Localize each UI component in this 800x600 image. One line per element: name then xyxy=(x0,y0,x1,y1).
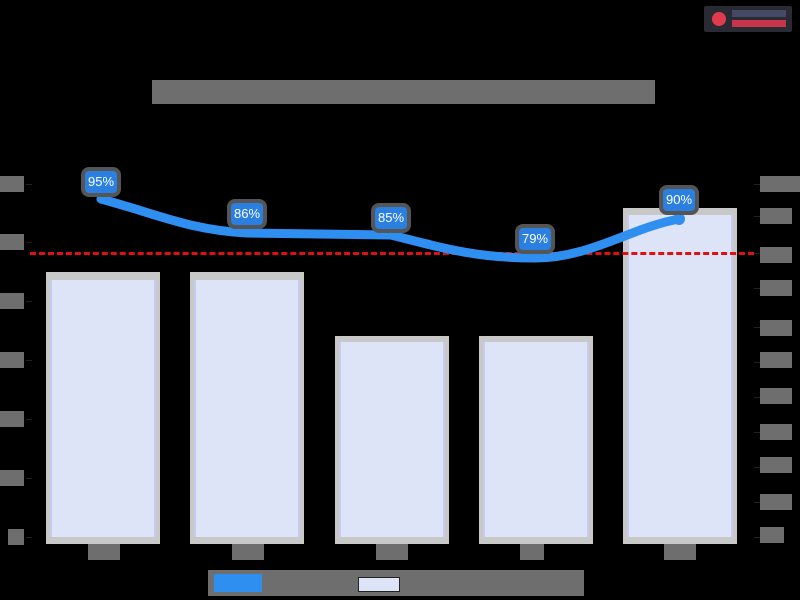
axis-tick xyxy=(754,467,760,468)
right-axis-tick-label: ██ xyxy=(760,527,784,543)
data-label: 86% xyxy=(231,203,263,225)
right-axis-tick-label: ███ xyxy=(760,352,792,368)
axis-tick xyxy=(26,478,32,479)
axis-tick xyxy=(754,432,760,433)
reference-line xyxy=(30,252,754,255)
axis-tick xyxy=(26,301,32,302)
data-label: 90% xyxy=(663,189,695,211)
bar-4[interactable] xyxy=(483,342,589,537)
axis-tick xyxy=(26,537,32,538)
axis-tick xyxy=(754,288,760,289)
left-axis-tick-label: ██ xyxy=(0,411,24,427)
axis-tick xyxy=(26,419,32,420)
legend-line-swatch[interactable] xyxy=(214,574,262,592)
axis-tick xyxy=(754,327,760,328)
right-axis-tick-label: ███ xyxy=(760,280,792,296)
left-axis-tick-label: ██ xyxy=(0,176,24,192)
right-axis-tick-label: ███ xyxy=(760,388,792,404)
right-axis-tick-label: ███ xyxy=(760,494,792,510)
logo-icon xyxy=(712,12,726,26)
axis-tick xyxy=(754,502,760,503)
right-axis-tick-label: ███ xyxy=(760,424,792,440)
legend-bar-swatch[interactable] xyxy=(358,577,400,592)
chart-title: ████████████████████████████████ xyxy=(152,80,655,104)
right-axis-tick-label: ███ xyxy=(760,457,792,473)
axis-tick xyxy=(26,360,32,361)
legend-line-label[interactable]: ████████ xyxy=(264,577,354,591)
bar-1[interactable] xyxy=(50,280,156,537)
data-label: 85% xyxy=(375,207,407,229)
left-axis-tick-label: ██ xyxy=(0,293,24,309)
right-axis-tick-label: ███ xyxy=(760,208,792,224)
axis-tick xyxy=(754,253,760,254)
bar-3[interactable] xyxy=(339,342,445,537)
logo-text-bottom: ████ EXPLORER xyxy=(732,20,786,27)
x-axis-label: ████ xyxy=(232,544,264,560)
left-axis-tick-label: ██ xyxy=(0,352,24,368)
left-axis-tick-label: █ xyxy=(8,529,24,545)
x-axis-label: ████ xyxy=(520,544,544,560)
axis-tick xyxy=(754,216,760,217)
bar-5[interactable] xyxy=(627,215,733,537)
brand-logo: ████ EXPLORER xyxy=(704,6,792,32)
bar-2[interactable] xyxy=(194,280,300,537)
logo-text-top xyxy=(732,10,786,17)
left-axis-tick-label: ██ xyxy=(0,234,24,250)
right-axis-tick-label: ███ xyxy=(760,247,792,263)
axis-tick xyxy=(26,242,32,243)
left-axis-tick-label: ██ xyxy=(0,470,24,486)
data-label: 79% xyxy=(519,228,551,250)
axis-tick xyxy=(754,184,760,185)
x-axis-label: ████ xyxy=(376,544,408,560)
x-axis-label: ████ xyxy=(664,544,696,560)
axis-tick xyxy=(754,397,760,398)
axis-tick xyxy=(26,184,32,185)
data-label: 95% xyxy=(85,171,117,193)
axis-tick xyxy=(754,537,760,538)
axis-tick xyxy=(754,362,760,363)
legend-bar-label[interactable]: ████████████████████ xyxy=(402,577,580,591)
right-axis-tick-label: ███ xyxy=(760,320,792,336)
right-axis-tick-label: ████ xyxy=(760,176,800,192)
x-axis-label: ████ xyxy=(88,544,120,560)
